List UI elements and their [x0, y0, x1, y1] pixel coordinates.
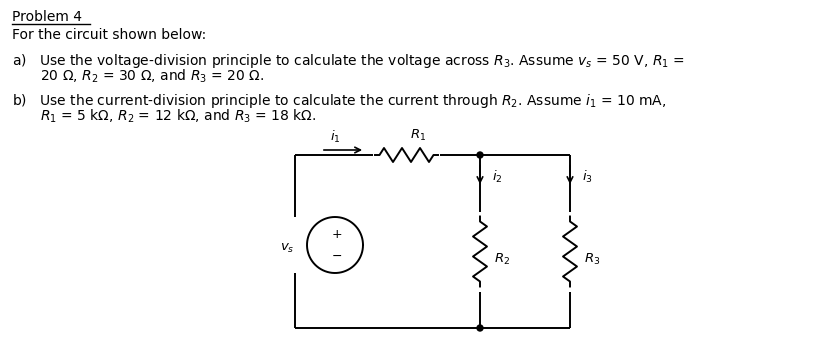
Text: +: + — [332, 228, 342, 242]
Circle shape — [477, 152, 483, 158]
Text: $v_s$: $v_s$ — [279, 241, 294, 255]
Text: 20 $\Omega$, $R_2$ = 30 $\Omega$, and $R_3$ = 20 $\Omega$.: 20 $\Omega$, $R_2$ = 30 $\Omega$, and $R… — [40, 68, 265, 86]
Text: $i_2$: $i_2$ — [492, 169, 502, 185]
Text: $R_2$: $R_2$ — [494, 252, 510, 267]
Text: $R_1$ = 5 k$\Omega$, $R_2$ = 12 k$\Omega$, and $R_3$ = 18 k$\Omega$.: $R_1$ = 5 k$\Omega$, $R_2$ = 12 k$\Omega… — [40, 108, 316, 125]
Text: b)   Use the current-division principle to calculate the current through $R_2$. : b) Use the current-division principle to… — [12, 92, 667, 110]
Text: $i_1$: $i_1$ — [329, 129, 341, 145]
Text: For the circuit shown below:: For the circuit shown below: — [12, 28, 206, 42]
Text: Problem 4: Problem 4 — [12, 10, 82, 24]
Circle shape — [477, 325, 483, 331]
Text: $i_3$: $i_3$ — [582, 169, 593, 185]
Text: a)   Use the voltage-division principle to calculate the voltage across $R_3$. A: a) Use the voltage-division principle to… — [12, 52, 685, 70]
Text: $R_3$: $R_3$ — [584, 252, 600, 267]
Text: $R_1$: $R_1$ — [410, 127, 426, 142]
Text: −: − — [332, 249, 342, 263]
